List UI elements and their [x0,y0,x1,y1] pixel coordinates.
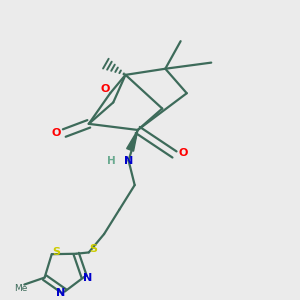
Text: Me: Me [15,284,28,293]
Text: H: H [107,156,116,166]
Text: N: N [83,273,92,284]
Text: N: N [56,288,66,298]
Text: O: O [52,128,61,138]
Polygon shape [127,130,138,151]
Text: S: S [52,247,60,257]
Text: O: O [178,148,188,158]
Text: N: N [124,156,133,166]
Text: S: S [89,244,98,254]
Text: O: O [101,84,110,94]
